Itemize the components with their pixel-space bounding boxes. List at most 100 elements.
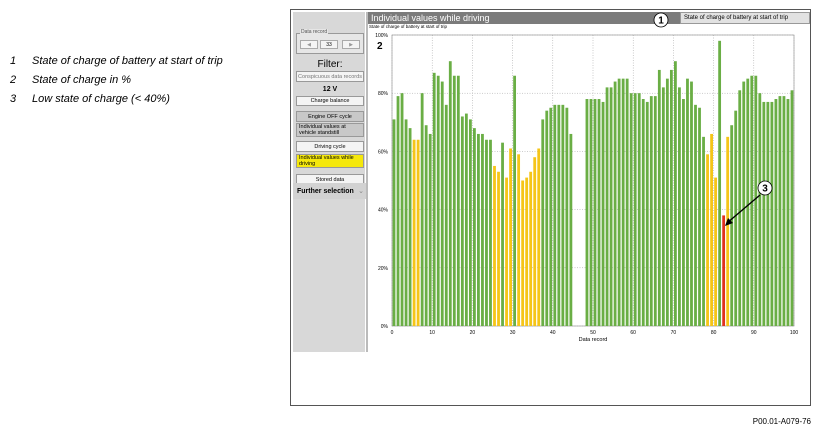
bar [754, 75, 758, 327]
bar [416, 139, 420, 326]
bar [665, 78, 669, 327]
bar [621, 78, 625, 327]
bar [686, 78, 689, 327]
bar [778, 96, 782, 326]
chevron-down-icon: ⌄ [358, 188, 364, 195]
panel-divider [366, 12, 368, 352]
charge-balance-button[interactable]: Charge balance [296, 96, 364, 106]
bar [436, 75, 440, 327]
bar [585, 99, 589, 327]
bar [714, 177, 718, 326]
further-selection-menu[interactable]: Further selection ⌄ [293, 183, 367, 199]
bar [657, 69, 661, 327]
bar [392, 119, 396, 326]
bar [698, 107, 701, 326]
bar [489, 139, 492, 326]
chart-grid [391, 34, 795, 327]
bar [597, 99, 601, 327]
bar [477, 133, 480, 326]
callout-3-circle [757, 180, 773, 196]
soc-chart: 0% 20% 40% 60% 80% 100% 0 10 20 30 40 50 60 70 80 90 100… [375, 12, 798, 343]
bar [553, 104, 557, 326]
bar [400, 93, 404, 326]
bar [529, 171, 533, 326]
further-selection-label: Further selection [297, 187, 354, 195]
sidebar: Data record ◀ 33 ▶ Filter: Conspicuous d… [293, 12, 367, 352]
x-tick-label: 50 [590, 330, 596, 336]
bar [641, 99, 645, 327]
bar [473, 128, 476, 326]
bar [537, 148, 541, 326]
data-record-label: Data record [300, 29, 329, 35]
voltage-label: 12 V [322, 86, 338, 93]
bar [525, 177, 529, 326]
callout-3-arrowhead [725, 218, 733, 226]
bar [762, 101, 766, 327]
bar [485, 139, 488, 326]
chart-bars [392, 40, 794, 327]
bar [653, 96, 657, 326]
bar [645, 101, 649, 327]
x-tick-label: 80 [711, 330, 717, 336]
bar [774, 99, 778, 327]
bar [432, 72, 436, 326]
bar [509, 148, 512, 326]
x-tick-label: 60 [630, 330, 636, 336]
bar [746, 78, 750, 327]
engine-off-cycle-button[interactable]: Engine OFF cycle [296, 111, 364, 122]
bar [533, 157, 537, 326]
bar [569, 133, 573, 326]
legend-number: 1 [10, 55, 17, 67]
next-record-button[interactable]: ▶ [342, 40, 360, 49]
bar [625, 78, 629, 327]
bar [718, 40, 722, 326]
y-tick-label: 40% [378, 208, 389, 214]
bar [468, 119, 472, 326]
bar [404, 119, 408, 326]
bar [501, 142, 504, 326]
diagnostic-screen: Data record ◀ 33 ▶ Filter: Conspicuous d… [290, 9, 811, 406]
bar [613, 81, 617, 326]
y-tick-label: 80% [378, 91, 389, 97]
callout-3: 3 [725, 180, 773, 226]
y-tick-label: 100% [375, 33, 388, 39]
bar [629, 93, 633, 326]
chart-subtitle: State of charge of battery at start of t… [369, 24, 448, 29]
bar [710, 133, 713, 326]
callout-1: 1 [653, 12, 669, 28]
conspicuous-records-button[interactable]: Conspicuous data records [296, 71, 364, 82]
record-number-field[interactable]: 33 [320, 40, 338, 49]
bar [706, 154, 709, 326]
bar [565, 107, 569, 326]
legend-number: 2 [10, 74, 17, 86]
callout-1-label: 1 [658, 16, 664, 27]
bar [505, 177, 508, 326]
legend-text: Low state of charge (< 40%) [32, 93, 170, 105]
individual-values-standstill-button[interactable]: Individual values at vehicle standstill [296, 123, 364, 137]
bar [589, 99, 593, 327]
driving-cycle-button[interactable]: Driving cycle [296, 141, 364, 152]
bar [678, 87, 681, 326]
bar [726, 136, 730, 326]
callout-2-label: 2 [377, 41, 383, 52]
bar [786, 99, 790, 327]
bar [758, 93, 762, 326]
bar [497, 171, 500, 326]
bar [521, 180, 525, 326]
filter-title: Filter: [317, 59, 343, 70]
bar [557, 104, 561, 326]
bar [513, 75, 517, 327]
bar [730, 125, 734, 327]
bar [674, 61, 677, 326]
legend-item-2: 2 State of charge in % [10, 74, 223, 93]
x-tick-label: 0 [391, 330, 394, 336]
x-tick-label: 30 [510, 330, 516, 336]
prev-record-button[interactable]: ◀ [300, 40, 318, 49]
individual-values-driving-button[interactable]: Individual values while driving [296, 154, 364, 168]
bar [456, 75, 460, 327]
bar [750, 75, 754, 327]
callout-3-arrow [726, 194, 761, 224]
x-tick-label: 70 [671, 330, 677, 336]
legend-item-1: 1 State of charge of battery at start of… [10, 55, 223, 74]
bar [738, 90, 742, 326]
